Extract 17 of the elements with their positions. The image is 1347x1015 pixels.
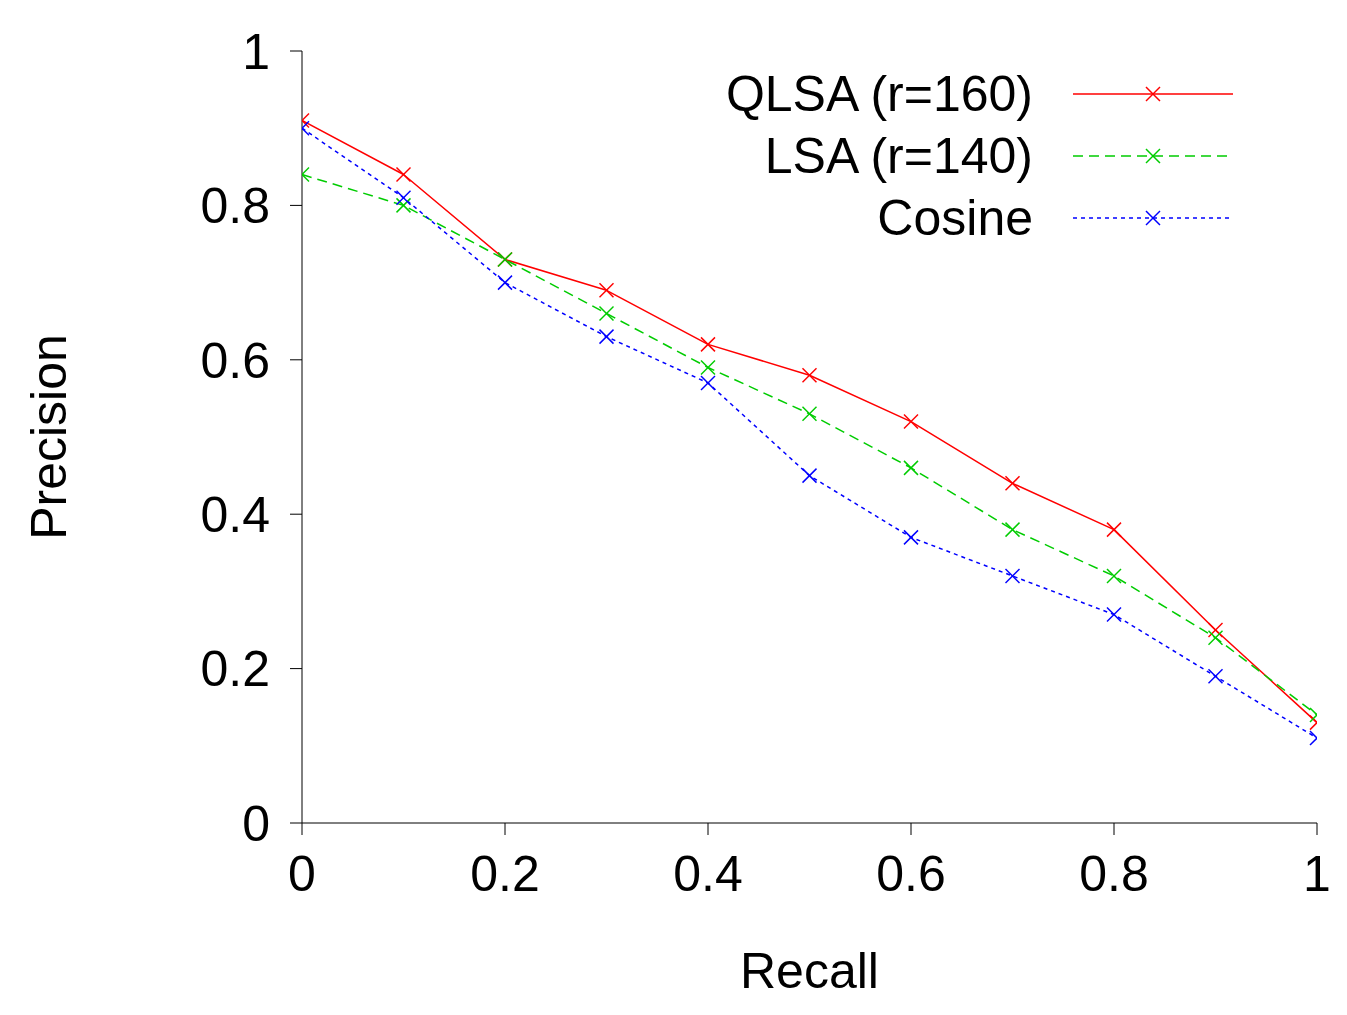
y-tick-label: 0.4 [200,486,270,543]
legend-label: QLSA (r=160) [725,65,1033,123]
x-tick-label: 0.4 [673,845,743,902]
x-tick-label: 0.2 [470,845,540,902]
x-axis-title: Recall [740,943,879,999]
x-tick-label: 0 [288,845,316,902]
x-tick-label: 1 [1303,845,1331,902]
y-tick-label: 0.6 [200,332,270,389]
x-tick-label: 0.6 [876,845,946,902]
x-tick-label: 0.8 [1079,845,1149,902]
legend-label: Cosine [877,189,1033,247]
y-axis-title: Precision [20,334,77,540]
y-tick-label: 0.8 [200,178,270,235]
legend-label: LSA (r=140) [764,127,1033,185]
y-tick-label: 0 [242,795,270,852]
y-tick-label: 0.2 [200,641,270,698]
y-tick-label: 1 [242,23,270,80]
